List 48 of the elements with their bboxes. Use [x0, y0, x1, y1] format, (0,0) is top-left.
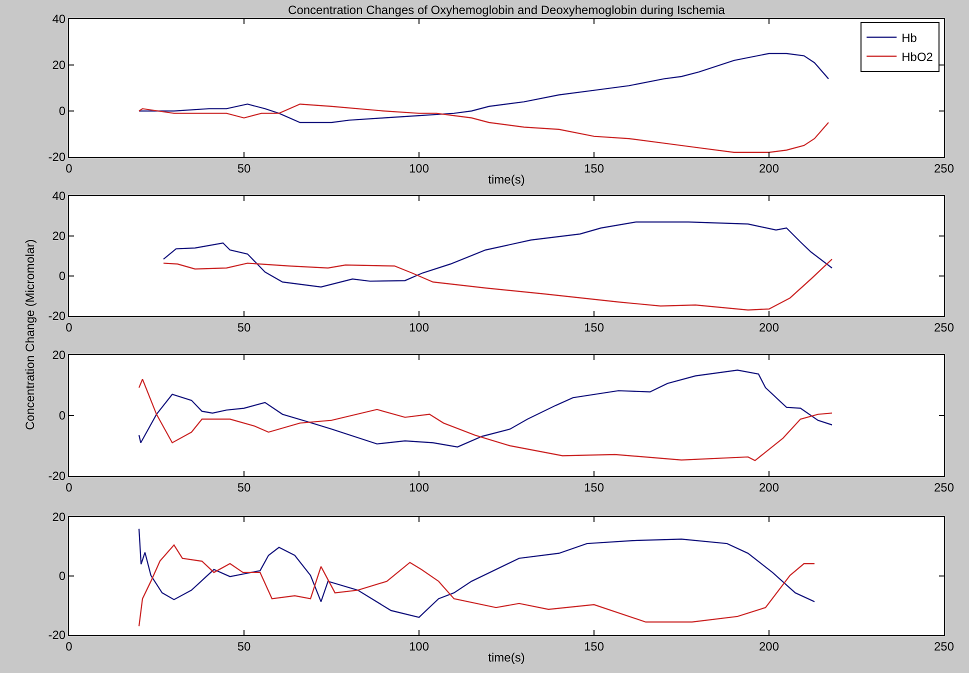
x-tick-label: 100 [408, 320, 430, 334]
y-tick-label: -20 [48, 150, 66, 164]
line-series [138, 528, 816, 618]
y-tick-label: -20 [48, 469, 66, 484]
line-series [138, 378, 833, 462]
x-tick-label: 100 [408, 480, 430, 494]
x-tick-label: 150 [584, 480, 604, 494]
x-tick-label: 100 [408, 639, 430, 654]
x-tick-label: 250 [934, 161, 954, 176]
y-tick-label: 40 [52, 189, 66, 204]
x-tick-label: 200 [758, 480, 780, 494]
line-series [138, 370, 833, 448]
x-axis-title: time(s) [488, 650, 525, 664]
y-axis-title: Concentration Change (Micromolar) [23, 239, 37, 430]
x-tick-label: 200 [758, 639, 780, 654]
chart-title: Concentration Changes of Oxyhemoglobin and Deoxyhemoglobin during Ischemia [288, 3, 726, 18]
legend-label: Hb [902, 30, 918, 45]
x-tick-label: 250 [934, 639, 954, 654]
x-tick-label: 200 [758, 320, 780, 334]
x-tick-label: 150 [584, 320, 604, 334]
line-series [138, 52, 830, 124]
x-tick-label: 250 [934, 320, 954, 334]
y-tick-label: -20 [48, 309, 66, 324]
line-series [162, 221, 833, 288]
y-tick-label: 40 [52, 12, 66, 26]
x-tick-label: 50 [237, 639, 251, 654]
y-tick-label: 20 [52, 348, 66, 362]
line-series [162, 258, 833, 311]
x-tick-label: 150 [584, 639, 604, 654]
y-tick-label: 20 [52, 229, 66, 244]
x-tick-label: 150 [584, 161, 604, 176]
x-tick-label: 100 [408, 161, 430, 176]
line-series [138, 544, 816, 627]
x-tick-label: 200 [758, 161, 780, 176]
y-tick-label: 20 [52, 58, 66, 72]
x-axis-title: time(s) [488, 172, 525, 186]
x-tick-label: 50 [237, 161, 251, 176]
y-tick-label: 0 [58, 569, 66, 584]
x-tick-label: 250 [934, 480, 954, 494]
legend-label: HbO2 [902, 50, 934, 64]
y-tick-label: 0 [58, 104, 66, 118]
x-tick-label: 50 [237, 320, 251, 334]
y-tick-label: 0 [58, 269, 66, 284]
x-tick-label: 50 [237, 480, 251, 494]
y-tick-label: 20 [52, 510, 66, 524]
line-series [138, 104, 830, 153]
y-tick-label: 0 [58, 408, 66, 423]
y-tick-label: -20 [48, 628, 66, 642]
